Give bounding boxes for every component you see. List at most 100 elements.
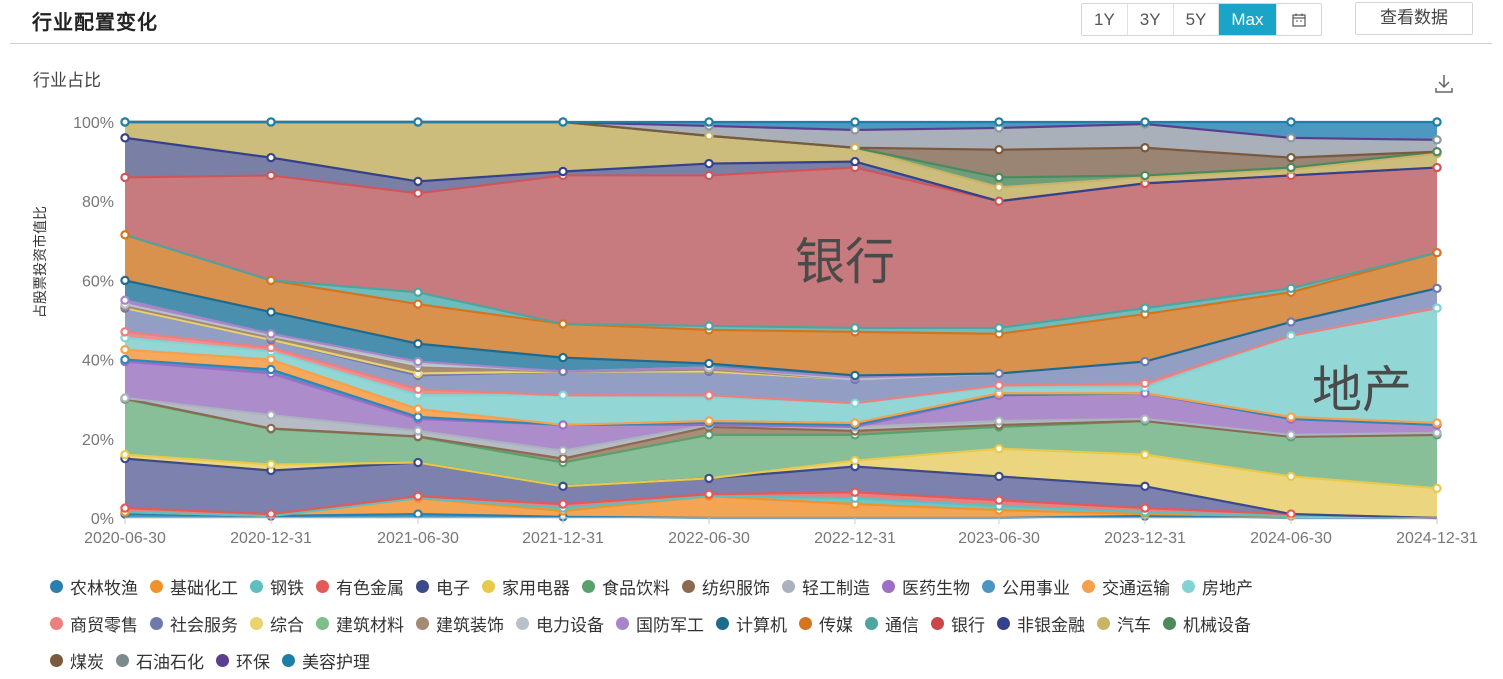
- data-point[interactable]: [413, 457, 423, 468]
- legend-item[interactable]: 有色金属: [316, 574, 404, 599]
- data-point[interactable]: [1432, 418, 1442, 428]
- data-point[interactable]: [1140, 449, 1150, 460]
- legend-item[interactable]: 交通运输: [1082, 574, 1170, 599]
- legend-item[interactable]: 食品饮料: [582, 574, 670, 599]
- data-point[interactable]: [413, 339, 423, 349]
- data-point[interactable]: [266, 459, 276, 470]
- data-point[interactable]: [994, 444, 1004, 454]
- legend-item[interactable]: 电力设备: [516, 611, 604, 636]
- data-point[interactable]: [1286, 133, 1296, 143]
- data-point[interactable]: [994, 380, 1004, 391]
- data-point[interactable]: [1140, 303, 1150, 313]
- data-point[interactable]: [1286, 117, 1296, 127]
- data-point[interactable]: [413, 426, 423, 436]
- data-point[interactable]: [1286, 317, 1296, 327]
- legend-item[interactable]: 基础化工: [150, 574, 238, 599]
- data-point[interactable]: [558, 166, 568, 177]
- area-layer[interactable]: [125, 361, 1437, 451]
- data-point[interactable]: [558, 319, 568, 329]
- legend-item[interactable]: 房地产: [1182, 574, 1253, 599]
- data-point[interactable]: [704, 489, 714, 499]
- data-point[interactable]: [994, 416, 1004, 426]
- data-point[interactable]: [850, 156, 860, 167]
- data-point[interactable]: [704, 430, 714, 440]
- data-point[interactable]: [994, 172, 1004, 183]
- data-point[interactable]: [266, 354, 276, 365]
- data-point[interactable]: [1140, 503, 1150, 513]
- data-point[interactable]: [994, 471, 1004, 482]
- area-layer[interactable]: [125, 137, 1437, 202]
- data-point[interactable]: [704, 416, 714, 426]
- data-point[interactable]: [850, 117, 860, 127]
- area-layer[interactable]: [125, 288, 1437, 404]
- area-layer[interactable]: [125, 234, 1437, 376]
- view-data-button[interactable]: 查看数据: [1355, 2, 1473, 35]
- data-point[interactable]: [1432, 428, 1442, 438]
- area-layer[interactable]: [125, 448, 1437, 518]
- data-point[interactable]: [1286, 412, 1296, 422]
- data-point[interactable]: [413, 188, 423, 198]
- data-point[interactable]: [120, 133, 130, 143]
- data-point[interactable]: [1286, 509, 1296, 519]
- data-point[interactable]: [266, 275, 276, 286]
- data-point[interactable]: [1432, 283, 1442, 294]
- data-point[interactable]: [1432, 162, 1442, 173]
- data-point[interactable]: [850, 487, 860, 497]
- data-point[interactable]: [120, 327, 130, 337]
- data-point[interactable]: [1140, 414, 1150, 424]
- data-point[interactable]: [558, 453, 568, 464]
- data-point[interactable]: [994, 182, 1004, 193]
- data-point[interactable]: [704, 321, 714, 331]
- data-point[interactable]: [1140, 170, 1150, 181]
- data-point[interactable]: [266, 329, 276, 339]
- data-point[interactable]: [850, 398, 860, 408]
- data-point[interactable]: [413, 404, 423, 414]
- data-point[interactable]: [994, 145, 1004, 155]
- data-point[interactable]: [558, 352, 568, 363]
- legend-item[interactable]: 公用事业: [982, 574, 1070, 599]
- legend-item[interactable]: 机械设备: [1163, 611, 1251, 636]
- data-point[interactable]: [558, 445, 568, 456]
- data-point[interactable]: [266, 364, 276, 375]
- data-point[interactable]: [1432, 135, 1442, 145]
- legend-item[interactable]: 综合: [250, 611, 304, 636]
- data-point[interactable]: [413, 509, 423, 519]
- data-point[interactable]: [413, 356, 423, 367]
- data-point[interactable]: [120, 295, 130, 305]
- data-point[interactable]: [850, 143, 860, 153]
- data-point[interactable]: [558, 499, 568, 509]
- data-point[interactable]: [1432, 303, 1442, 313]
- data-point[interactable]: [1140, 356, 1150, 367]
- data-point[interactable]: [994, 196, 1004, 206]
- data-point[interactable]: [850, 125, 860, 135]
- data-point[interactable]: [266, 307, 276, 317]
- data-point[interactable]: [558, 366, 568, 377]
- data-point[interactable]: [704, 158, 714, 169]
- legend-item[interactable]: 非银金融: [997, 611, 1085, 636]
- data-point[interactable]: [266, 170, 276, 181]
- data-point[interactable]: [413, 117, 423, 127]
- data-point[interactable]: [1286, 283, 1296, 294]
- data-point[interactable]: [850, 418, 860, 428]
- data-point[interactable]: [994, 323, 1004, 333]
- area-layer[interactable]: [125, 458, 1437, 518]
- area-layer[interactable]: [125, 399, 1437, 489]
- data-point[interactable]: [1286, 471, 1296, 482]
- data-point[interactable]: [850, 370, 860, 381]
- data-point[interactable]: [558, 117, 568, 127]
- legend-item[interactable]: 轻工制造: [782, 574, 870, 599]
- legend-item[interactable]: 汽车: [1097, 611, 1151, 636]
- area-layer[interactable]: [125, 167, 1437, 328]
- legend-item[interactable]: 传媒: [799, 611, 853, 636]
- data-point[interactable]: [704, 170, 714, 181]
- legend-item[interactable]: 国防军工: [616, 611, 704, 636]
- range-button-max[interactable]: Max: [1219, 4, 1277, 35]
- range-button-3y[interactable]: 3Y: [1128, 4, 1174, 35]
- data-point[interactable]: [558, 390, 568, 400]
- data-point[interactable]: [1140, 378, 1150, 389]
- data-point[interactable]: [266, 117, 276, 127]
- data-point[interactable]: [120, 172, 130, 183]
- data-point[interactable]: [1286, 430, 1296, 440]
- legend-item[interactable]: 电子: [416, 574, 470, 599]
- data-point[interactable]: [1432, 147, 1442, 157]
